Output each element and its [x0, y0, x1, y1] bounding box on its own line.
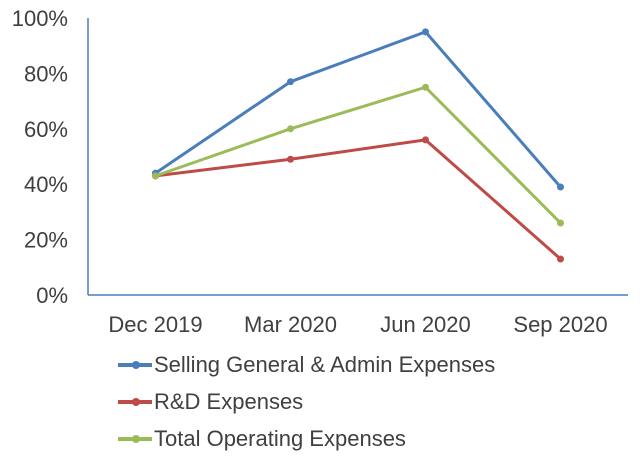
- legend-label: R&D Expenses: [154, 388, 304, 414]
- legend-label: Total Operating Expenses: [154, 425, 406, 451]
- data-point: [422, 28, 429, 36]
- series-line-0: [154, 30, 562, 188]
- y-tick-label: 40%: [24, 172, 68, 197]
- y-tick-label: 60%: [24, 117, 68, 142]
- data-point: [557, 183, 564, 191]
- data-point: [557, 219, 564, 227]
- legend: Selling General & Admin Expenses R&D Expe…: [118, 346, 495, 457]
- x-tick-label: Sep 2020: [513, 312, 607, 337]
- legend-item: Total Operating Expenses: [118, 420, 495, 457]
- x-tick-label: Jun 2020: [380, 312, 471, 337]
- y-tick-label: 80%: [24, 61, 68, 86]
- legend-dot-marker: [132, 434, 140, 443]
- legend-label: Selling General & Admin Expenses: [154, 351, 496, 377]
- x-tick-label: Dec 2019: [108, 312, 202, 337]
- legend-item: R&D Expenses: [118, 383, 495, 420]
- data-point: [287, 155, 294, 163]
- data-point: [287, 125, 294, 133]
- series-line-1: [155, 138, 562, 261]
- x-tick-label: Mar 2020: [244, 312, 337, 337]
- legend-dot-marker: [132, 397, 140, 406]
- y-tick-label: 20%: [24, 228, 68, 253]
- x-axis-ticks: Dec 2019 Mar 2020 Jun 2020 Sep 2020: [108, 312, 607, 337]
- legend-line-marker: [118, 397, 152, 406]
- legend-line-marker: [118, 434, 152, 443]
- data-point: [422, 83, 429, 91]
- y-axis-ticks: 0% 20% 40% 60% 80% 100%: [12, 6, 68, 308]
- data-point: [557, 255, 564, 263]
- data-point: [287, 78, 294, 86]
- data-point: [152, 172, 159, 180]
- y-tick-label: 100%: [12, 6, 68, 31]
- legend-item: Selling General & Admin Expenses: [118, 346, 495, 383]
- y-tick-label: 0%: [36, 283, 68, 308]
- data-point: [422, 136, 429, 144]
- series-layer: [152, 28, 564, 263]
- legend-line-marker: [118, 360, 152, 369]
- series-line-2: [155, 85, 562, 225]
- legend-dot-marker: [132, 360, 140, 369]
